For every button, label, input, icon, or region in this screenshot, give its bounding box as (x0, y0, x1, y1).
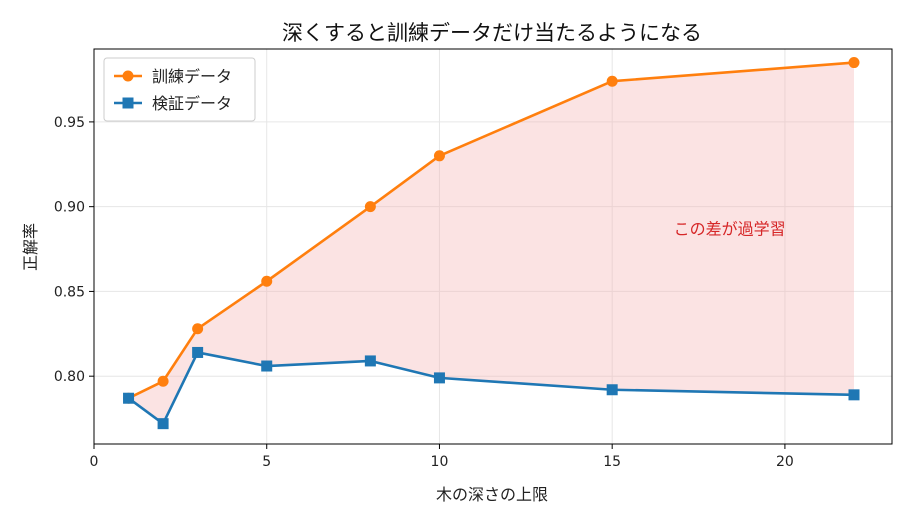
y-tick-label: 0.95 (54, 115, 85, 131)
legend-label: 検証データ (152, 94, 232, 113)
legend-item-0: 訓練データ (114, 67, 232, 86)
gap-fill-layer (128, 62, 854, 424)
data-point (606, 384, 618, 396)
legend-label: 訓練データ (152, 67, 232, 86)
data-point (848, 389, 860, 401)
grid (93, 49, 892, 444)
y-tick-label: 0.85 (54, 284, 85, 300)
data-point (157, 418, 169, 430)
series-1 (123, 346, 860, 430)
chart-title: 深くすると訓練データだけ当たるようになる (282, 21, 702, 45)
x-tick-label: 0 (90, 454, 99, 470)
data-point (364, 355, 376, 367)
plot-frame (93, 48, 893, 445)
y-axis-label: 正解率 (21, 223, 40, 271)
x-tick-label: 15 (603, 454, 621, 470)
series-layer (123, 57, 860, 430)
overfitting-annotation: この差が過学習 (674, 220, 786, 239)
y-tick-label: 0.90 (54, 200, 85, 216)
x-tick-label: 20 (776, 454, 794, 470)
data-point (433, 372, 445, 384)
data-point (433, 150, 445, 162)
data-point (192, 323, 204, 335)
data-point (261, 275, 273, 287)
series-line (127, 61, 855, 400)
data-point (192, 346, 204, 358)
y-axis-ticks: 0.80 0.85 0.90 0.95 (54, 115, 94, 385)
series-line (127, 351, 855, 425)
x-tick-label: 10 (431, 454, 449, 470)
legend-swatch-marker (122, 97, 134, 109)
overfitting-gap-area (128, 62, 854, 424)
legend-item-1: 検証データ (114, 94, 232, 113)
x-axis-ticks: 0 5 10 15 20 (90, 444, 794, 470)
data-point (848, 57, 860, 69)
legend-swatch-marker (122, 70, 134, 82)
legend-box (103, 57, 256, 122)
x-tick-label: 5 (262, 454, 271, 470)
data-point (157, 375, 169, 387)
data-point (606, 75, 618, 87)
x-axis-label: 木の深さの上限 (436, 485, 548, 504)
data-point (364, 201, 376, 213)
data-point (261, 360, 273, 372)
data-point (123, 392, 135, 404)
y-tick-label: 0.80 (54, 369, 85, 385)
